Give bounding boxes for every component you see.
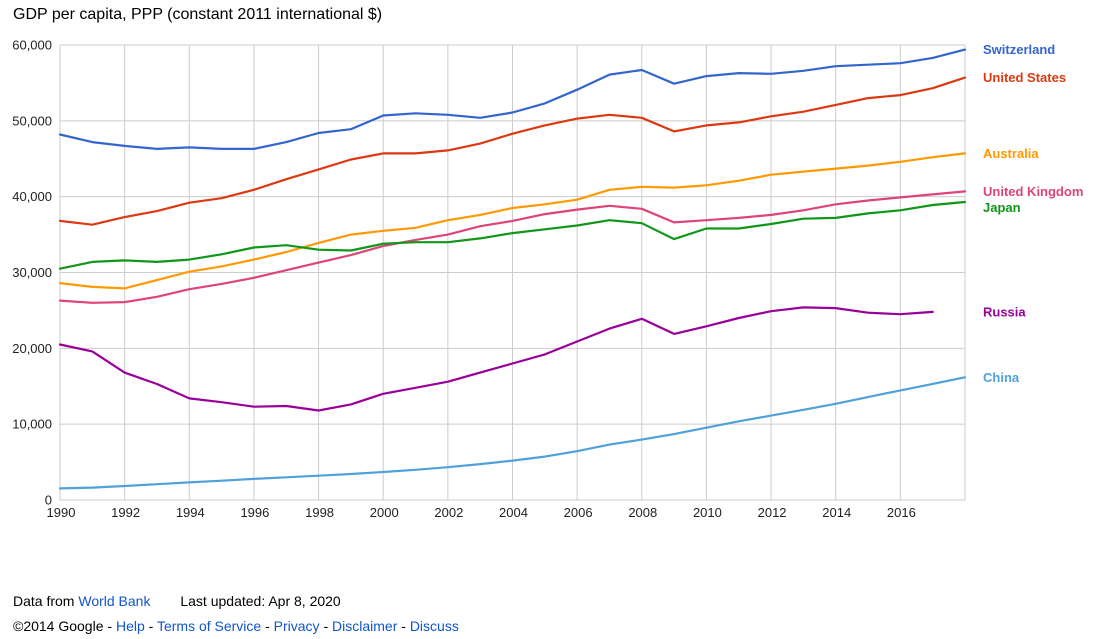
x-axis-label: 1992: [111, 505, 140, 520]
series-end-label-russia: Russia: [983, 304, 1026, 319]
footer-link-discuss[interactable]: Discuss: [409, 618, 459, 634]
y-axis-label: 20,000: [12, 341, 52, 356]
x-axis-label: 2014: [822, 505, 851, 520]
y-axis-label: 0: [45, 493, 52, 508]
y-axis-label: 60,000: [12, 38, 52, 53]
chart-title: GDP per capita, PPP (constant 2011 inter…: [13, 6, 383, 23]
legal-links: - Help - Terms of Service - Privacy - Di…: [103, 618, 459, 634]
series-line-australia: [58, 152, 967, 290]
footer-link-privacy[interactable]: Privacy: [273, 618, 320, 634]
x-axis-label: 1994: [176, 505, 205, 520]
x-axis-label: 2008: [628, 505, 657, 520]
x-axis-label: 2000: [370, 505, 399, 520]
x-axis-label: 1998: [305, 505, 334, 520]
line-chart: 0 10,000 20,000 30,000 40,000 50,000 60,000 199…: [12, 38, 1083, 521]
source-line: Data from World Bank Last updated: Apr 8…: [13, 593, 459, 609]
series-line-switzerland: [58, 48, 967, 150]
x-axis-label: 2002: [434, 505, 463, 520]
y-axis-label: 50,000: [12, 113, 52, 128]
footer-link-disclaimer[interactable]: Disclaimer: [332, 618, 398, 634]
source-prefix: Data from: [13, 593, 75, 609]
series-end-label-australia: Australia: [983, 146, 1039, 161]
series-line-russia: [58, 306, 934, 412]
series-line-china: [58, 376, 967, 490]
footer: Data from World Bank Last updated: Apr 8…: [13, 593, 459, 634]
footer-link-help[interactable]: Help: [115, 618, 145, 634]
series-end-label-united-states: United States: [983, 70, 1066, 85]
x-axis-label: 2004: [499, 505, 528, 520]
series-line-united-kingdom: [58, 190, 967, 304]
footer-link-terms-of-service[interactable]: Terms of Service: [156, 618, 262, 634]
x-axis-label: 2012: [758, 505, 787, 520]
x-axis-label: 1990: [47, 505, 76, 520]
copyright: ©2014 Google: [13, 618, 104, 634]
x-axis-label: 2010: [693, 505, 722, 520]
y-axis-label: 30,000: [12, 265, 52, 280]
series-line-united-states: [58, 76, 967, 226]
last-updated: Last updated: Apr 8, 2020: [180, 593, 341, 609]
series-end-label-united-kingdom: United Kingdom: [983, 184, 1083, 199]
world-bank-link[interactable]: World Bank: [78, 593, 151, 609]
series-end-label-china: China: [983, 370, 1020, 385]
y-axis-label: 10,000: [12, 417, 52, 432]
legal-line: ©2014 Google - Help - Terms of Service -…: [13, 618, 459, 634]
series-line-japan: [58, 200, 967, 270]
series-end-label-switzerland: Switzerland: [983, 42, 1055, 57]
x-axis-label: 2006: [564, 505, 593, 520]
x-axis-label: 2016: [887, 505, 916, 520]
y-axis-label: 40,000: [12, 189, 52, 204]
series-end-label-japan: Japan: [983, 200, 1021, 215]
x-axis-label: 1996: [240, 505, 269, 520]
